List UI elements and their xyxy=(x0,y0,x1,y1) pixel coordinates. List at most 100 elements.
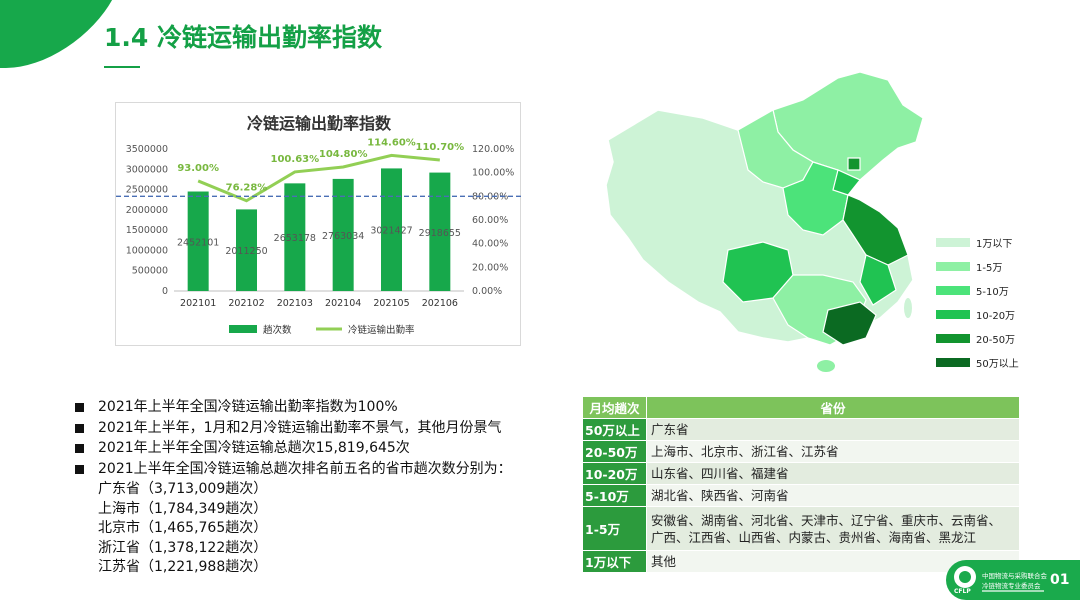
legend-item: 20-50万 xyxy=(936,326,1056,350)
table-cell-value: 其他 xyxy=(646,550,1020,573)
legend-swatch xyxy=(936,333,970,343)
y-right-tick-label: 120.00% xyxy=(472,144,514,155)
legend-label: 50万以上 xyxy=(976,358,1019,370)
x-tick-label: 202105 xyxy=(373,298,409,309)
legend-bar-label: 趟次数 xyxy=(263,324,292,336)
y-left-tick-label: 2500000 xyxy=(126,185,168,196)
y-right-tick-label: 100.00% xyxy=(472,168,514,179)
legend-label: 1-5万 xyxy=(976,262,1003,274)
table-cell-key: 20-50万 xyxy=(582,440,647,463)
logo-divider xyxy=(982,590,1044,592)
logo-line1: 中国物流与采购联合会 xyxy=(982,572,1047,580)
logo-abbr: CFLP xyxy=(954,588,971,595)
legend-label: 10-20万 xyxy=(976,310,1016,322)
table-cell-key: 50万以上 xyxy=(582,418,647,441)
table-cell-key: 5-10万 xyxy=(582,484,647,507)
line-data-label: 114.60% xyxy=(367,137,416,148)
table-row: 5-10万 湖北省、陕西省、河南省 xyxy=(582,484,1020,507)
y-left-tick-label: 1500000 xyxy=(126,225,168,236)
x-tick-label: 202104 xyxy=(325,298,361,309)
table-row: 1-5万 安徽省、湖南省、河北省、天津市、辽宁省、重庆市、云南省、 广西、江西省… xyxy=(582,506,1020,551)
legend-item: 50万以上 xyxy=(936,350,1056,374)
legend-item: 1-5万 xyxy=(936,254,1056,278)
legend-label: 5-10万 xyxy=(976,286,1009,298)
y-left-tick-label: 0 xyxy=(162,286,168,297)
page-number: 01 xyxy=(1050,572,1070,588)
legend-label: 20-50万 xyxy=(976,334,1016,346)
map-region-hainan xyxy=(817,360,835,372)
bullet-text: 2021上半年全国冷链运输总趟次排名前五名的省市趟次数分别为： xyxy=(98,460,512,477)
bar xyxy=(332,178,354,291)
map-region-taiwan xyxy=(904,298,912,318)
bullet-text: 2021年上半年全国冷链运输出勤率指数为100% xyxy=(98,399,398,415)
bar xyxy=(429,172,451,291)
table-row: 10-20万 山东省、四川省、福建省 xyxy=(582,462,1020,485)
y-left-tick-label: 1000000 xyxy=(126,245,168,256)
legend-item: 10-20万 xyxy=(936,302,1056,326)
map-region-guangdong xyxy=(822,301,877,346)
table-header: 月均趟次 xyxy=(582,396,647,419)
cflp-logo: CFLP 中国物流与采购联合会 冷链物流专业委员会 01 xyxy=(946,560,1080,600)
china-map xyxy=(598,70,928,378)
top-province-line: 广东省（3,713,009趟次） xyxy=(98,481,268,497)
bar-data-label: 2653178 xyxy=(274,233,316,244)
bullet-item: 2021年上半年，1月和2月冷链运输出勤率不景气，其他月份景气 xyxy=(70,419,570,440)
bullet-text: 2021年上半年，1月和2月冷链运输出勤率不景气，其他月份景气 xyxy=(98,419,502,436)
legend-line-label: 冷链运输出勤率 xyxy=(348,324,415,336)
table-cell-key: 10-20万 xyxy=(582,462,647,485)
bar xyxy=(284,183,306,291)
line-data-label: 76.28% xyxy=(226,183,268,194)
attendance-chart: 冷链运输出勤率指数 0 500000 1000000 1500000 2000000 250… xyxy=(115,102,522,346)
table-cell-key: 1-5万 xyxy=(582,506,647,551)
logo-emblem-icon xyxy=(954,566,976,588)
table-cell-line: 广西、江西省、山西省、内蒙古、贵州省、海南省、黑龙江 xyxy=(651,529,977,545)
bar-data-label: 2452101 xyxy=(177,237,219,248)
y-left-tick-label: 3500000 xyxy=(126,144,168,155)
province-table: 月均趟次 省份 50万以上 广东省 20-50万 上海市、北京市、浙江省、江苏省… xyxy=(582,396,1020,573)
legend-swatch xyxy=(936,285,970,295)
table-cell-value: 广东省 xyxy=(646,418,1020,441)
bar xyxy=(236,209,257,291)
y-right-tick-label: 80.00% xyxy=(472,191,508,202)
line-data-label: 93.00% xyxy=(177,163,219,174)
logo-line2: 冷链物流专业委员会 xyxy=(982,582,1041,590)
table-row: 20-50万 上海市、北京市、浙江省、江苏省 xyxy=(582,440,1020,463)
y-right-tick-label: 40.00% xyxy=(472,239,508,250)
bullet-text: 2021年上半年全国冷链运输总趟次15,819,645次 xyxy=(98,440,410,456)
line-data-label: 104.80% xyxy=(319,149,368,160)
chart-title: 冷链运输出勤率指数 xyxy=(247,114,392,133)
table-cell-value: 上海市、北京市、浙江省、江苏省 xyxy=(646,440,1020,463)
legend-swatch xyxy=(936,309,970,319)
top-province-line: 浙江省（1,378,122趟次） xyxy=(98,539,268,556)
summary-bullets: 2021年上半年全国冷链运输出勤率指数为100% 2021年上半年，1月和2月冷… xyxy=(70,398,570,578)
table-header-row: 月均趟次 省份 xyxy=(582,396,1020,419)
bar xyxy=(381,168,402,291)
x-tick-label: 202102 xyxy=(228,298,264,309)
bar-data-label: 3021427 xyxy=(370,226,412,237)
legend-swatch xyxy=(936,237,970,247)
china-map-svg xyxy=(605,71,924,372)
table-cell-value: 湖北省、陕西省、河南省 xyxy=(646,484,1020,507)
x-tick-label: 202101 xyxy=(180,298,216,309)
y-right-tick-label: 20.00% xyxy=(472,262,508,273)
table-cell-value: 安徽省、湖南省、河北省、天津市、辽宁省、重庆市、云南省、 广西、江西省、山西省、… xyxy=(646,506,1020,551)
legend-item: 1万以下 xyxy=(936,230,1056,254)
map-region-fujian xyxy=(859,254,897,306)
bullet-item: 2021年上半年全国冷链运输总趟次15,819,645次 xyxy=(70,439,570,460)
table-cell-value: 山东省、四川省、福建省 xyxy=(646,462,1020,485)
bullet-item: 2021年上半年全国冷链运输出勤率指数为100% xyxy=(70,398,570,419)
map-region-east xyxy=(842,194,909,266)
legend-swatch xyxy=(936,357,970,367)
table-row: 1万以下 其他 xyxy=(582,550,1020,573)
line-data-label: 100.63% xyxy=(271,154,320,165)
x-tick-label: 202106 xyxy=(422,298,458,309)
map-legend: 1万以下 1-5万 5-10万 10-20万 20-50万 50万以上 xyxy=(936,230,1056,374)
legend-label: 1万以下 xyxy=(976,238,1013,250)
top-province-line: 江苏省（1,221,988趟次） xyxy=(98,559,268,575)
y-right-tick-label: 60.00% xyxy=(472,215,508,226)
bar xyxy=(187,191,209,291)
chart-svg: 冷链运输出勤率指数 0 500000 1000000 1500000 2000000 250… xyxy=(116,114,522,336)
line-data-label: 110.70% xyxy=(416,142,465,153)
bar-data-label: 2011250 xyxy=(225,246,267,257)
